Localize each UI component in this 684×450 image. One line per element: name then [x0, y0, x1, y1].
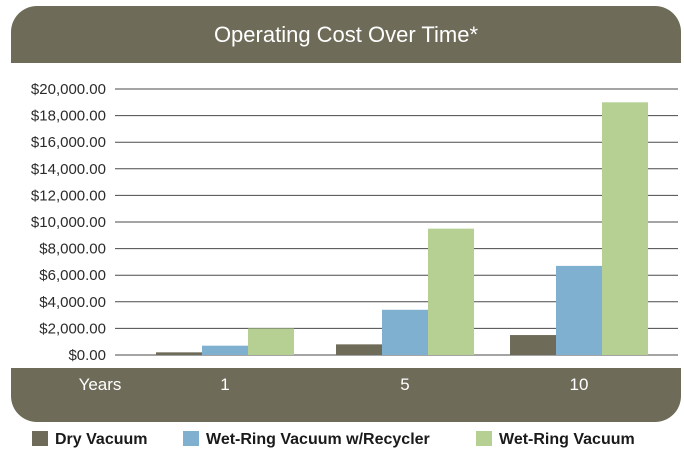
- bar: [428, 228, 474, 355]
- bar: [202, 345, 248, 355]
- bar: [382, 309, 428, 355]
- y-tick-label: $16,000.00: [31, 134, 106, 151]
- y-tick-label: $2,000.00: [39, 320, 106, 337]
- y-axis-ticks: $20,000.00 $18,000.00 $16,000.00 $14,000.00…: [31, 81, 106, 364]
- legend-label: Wet-Ring Vacuum w/Recycler: [206, 431, 430, 448]
- y-tick-label: $20,000.00: [31, 81, 106, 98]
- bar: [336, 344, 382, 355]
- bar: [156, 352, 202, 355]
- legend-swatch: [476, 431, 492, 446]
- chart-title: Operating Cost Over Time*: [214, 22, 479, 47]
- legend-swatch: [183, 431, 199, 446]
- x-category-label: 5: [400, 375, 409, 394]
- x-axis-label: Years: [79, 375, 122, 394]
- y-tick-label: $0.00: [68, 347, 106, 364]
- y-tick-label: $8,000.00: [39, 241, 106, 258]
- legend-swatch: [32, 431, 48, 446]
- legend-label: Wet-Ring Vacuum: [499, 431, 635, 448]
- y-tick-label: $10,000.00: [31, 214, 106, 231]
- x-category-label: 10: [570, 375, 589, 394]
- bar: [248, 328, 294, 355]
- y-tick-label: $4,000.00: [39, 294, 106, 311]
- y-tick-label: $6,000.00: [39, 267, 106, 284]
- bar: [510, 335, 556, 355]
- x-axis-categories: 1 5 10: [220, 375, 588, 394]
- legend: Dry Vacuum Wet-Ring Vacuum w/Recycler Wet-…: [32, 431, 635, 448]
- bar: [556, 265, 602, 355]
- y-tick-label: $14,000.00: [31, 161, 106, 178]
- x-category-label: 1: [220, 375, 229, 394]
- legend-label: Dry Vacuum: [55, 431, 147, 448]
- bar: [602, 102, 648, 355]
- y-tick-label: $18,000.00: [31, 108, 106, 125]
- y-tick-label: $12,000.00: [31, 187, 106, 204]
- bars: [156, 102, 648, 355]
